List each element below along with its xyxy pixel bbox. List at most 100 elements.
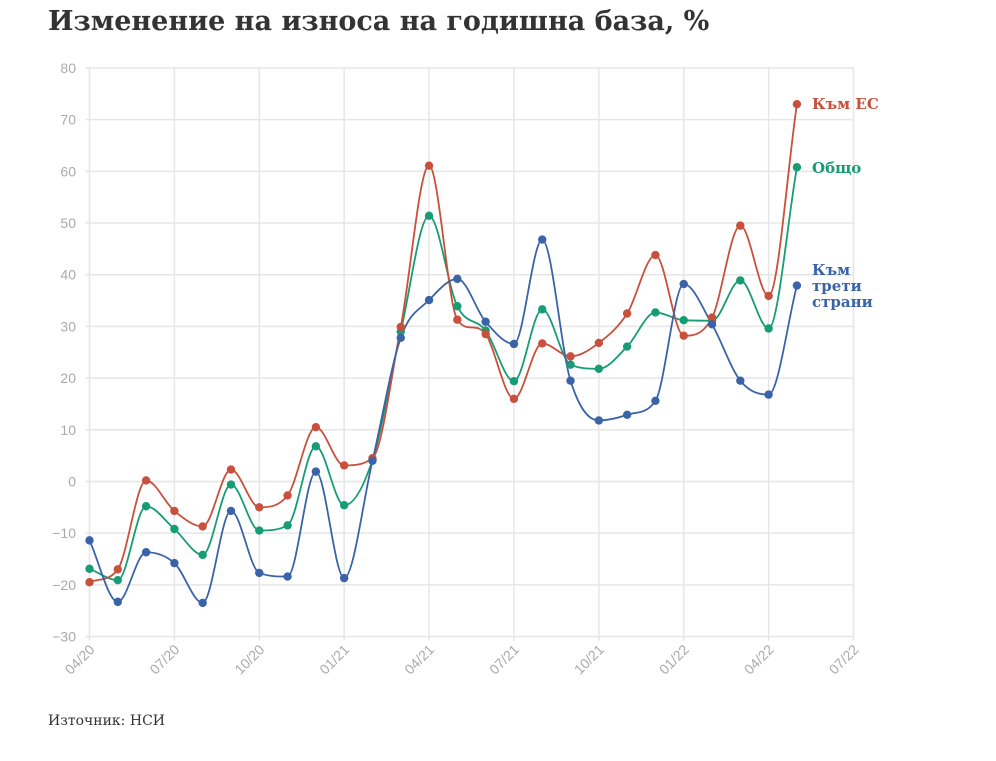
data-point <box>198 550 207 560</box>
data-point <box>85 578 94 587</box>
data-point <box>198 522 207 531</box>
data-point <box>255 526 264 535</box>
data-point <box>283 491 292 500</box>
x-tick-label: 01/22 <box>656 641 692 677</box>
data-point <box>509 376 519 386</box>
data-point <box>339 573 349 583</box>
data-point <box>255 503 264 512</box>
data-point <box>651 308 660 317</box>
data-point <box>141 476 151 485</box>
y-tick-label: 0 <box>68 473 76 489</box>
chart-title: Изменение на износа на годишна база, % <box>48 6 710 37</box>
data-point <box>622 342 632 351</box>
x-tick-label: 01/21 <box>316 641 352 677</box>
data-point <box>736 221 745 230</box>
y-tick-label: −10 <box>52 525 76 541</box>
y-tick-label: −30 <box>52 629 76 645</box>
data-point <box>170 506 179 516</box>
data-point <box>113 597 122 607</box>
data-point <box>566 360 575 369</box>
data-point <box>481 317 490 326</box>
x-tick-label: 07/22 <box>826 641 862 677</box>
data-point <box>792 99 802 109</box>
data-point <box>538 305 547 314</box>
series-line-2 <box>88 238 798 604</box>
series-line-0 <box>89 104 798 584</box>
y-tick-label: 20 <box>60 370 76 386</box>
y-tick-label: 40 <box>60 267 76 283</box>
x-tick-label: 04/20 <box>62 641 98 677</box>
data-point <box>594 416 604 425</box>
data-point <box>170 524 179 534</box>
series-label-third-countries: Към <box>812 261 850 279</box>
data-point <box>538 339 547 348</box>
data-point <box>85 564 94 573</box>
data-point <box>283 572 292 581</box>
data-point <box>170 558 179 568</box>
y-tick-label: 10 <box>60 422 76 438</box>
data-point <box>396 322 405 332</box>
data-point <box>311 422 321 432</box>
data-point <box>792 281 802 290</box>
data-point <box>707 313 717 322</box>
data-point <box>141 548 151 557</box>
data-point <box>226 465 236 474</box>
data-point <box>311 467 321 476</box>
data-point <box>141 502 151 511</box>
data-point <box>651 396 660 406</box>
data-point <box>764 324 773 333</box>
data-point <box>509 394 519 403</box>
data-point <box>283 521 292 530</box>
data-point <box>198 598 207 608</box>
data-point <box>566 376 575 385</box>
data-point <box>453 274 462 284</box>
x-tick-label: 04/21 <box>401 641 437 677</box>
data-point <box>679 331 688 340</box>
y-tick-label: 80 <box>60 60 76 76</box>
data-point <box>679 279 688 289</box>
data-point <box>424 211 434 221</box>
data-point <box>764 291 773 301</box>
data-point <box>424 161 434 170</box>
x-tick-label: 10/20 <box>231 641 267 677</box>
x-tick-label: 10/21 <box>571 641 607 677</box>
data-point <box>85 536 94 545</box>
data-point <box>396 333 405 342</box>
source-note: Източник: НСИ <box>48 713 165 729</box>
data-point <box>113 575 122 585</box>
data-point <box>736 376 745 385</box>
data-point <box>339 461 349 470</box>
data-point <box>566 352 575 361</box>
data-point <box>113 565 122 574</box>
x-tick-label: 07/21 <box>486 641 522 677</box>
data-point <box>453 315 462 324</box>
y-tick-label: 30 <box>60 318 76 334</box>
x-tick-label: 07/20 <box>146 641 182 677</box>
data-point <box>311 442 321 451</box>
data-point <box>368 456 377 465</box>
data-point <box>594 364 604 373</box>
data-point <box>538 235 547 244</box>
data-point <box>622 410 632 419</box>
y-tick-label: 50 <box>60 215 76 231</box>
series-line-1 <box>89 167 798 582</box>
y-tick-label: −20 <box>52 577 76 593</box>
data-point <box>481 329 490 339</box>
series-label-total: Общо <box>812 159 861 177</box>
data-point <box>622 309 632 318</box>
data-point <box>226 506 236 516</box>
data-point <box>594 338 604 348</box>
data-point <box>792 163 802 172</box>
x-tick-label: 04/22 <box>741 641 777 677</box>
data-point <box>509 339 519 349</box>
data-point <box>226 480 236 489</box>
data-point <box>707 320 717 329</box>
data-point <box>679 316 688 325</box>
data-point <box>453 302 462 311</box>
data-point <box>764 390 773 399</box>
series-label-third-countries: страни <box>812 293 873 311</box>
series-label-third-countries: трети <box>812 277 862 295</box>
data-point <box>651 250 660 260</box>
data-point <box>424 295 434 305</box>
